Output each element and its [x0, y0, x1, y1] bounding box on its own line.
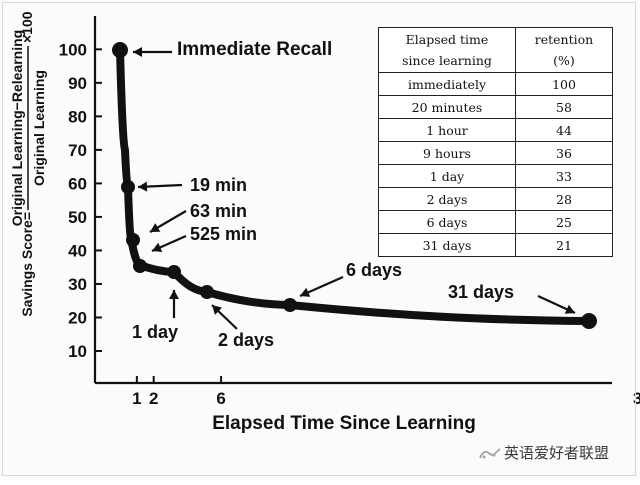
- annotation-arrowhead: [300, 287, 311, 297]
- data-point: [133, 259, 147, 273]
- table-cell-retention: 100: [515, 72, 613, 96]
- annotation-label: 6 days: [346, 260, 402, 280]
- y-axis-label: Original Learning−Relearning Original Le…: [9, 11, 47, 316]
- y-tick-label: 70: [68, 141, 87, 160]
- series-forgetting-curve: [112, 42, 597, 329]
- table-row: 1 day 33: [378, 164, 613, 188]
- y-axis-label-suffix: ×100: [19, 11, 35, 43]
- retention-table: Elapsed time since learning retention (%) …: [378, 27, 613, 257]
- table-header-retention-line: (%): [553, 53, 575, 68]
- x-tick-label: 6: [216, 389, 225, 408]
- x-tick-label: 2: [149, 389, 158, 408]
- data-point: [200, 285, 214, 299]
- x-tick-label: 31: [633, 389, 640, 408]
- table-cell-retention: 28: [515, 187, 613, 211]
- table-cell-retention: 44: [515, 118, 613, 142]
- table-row: 1 hour 44: [378, 118, 613, 142]
- table-cell-elapsed: 2 days: [378, 187, 516, 211]
- table-cell-retention: 25: [515, 210, 613, 234]
- annotations: Immediate Recall 19 min 63 min 525 min 1 day…: [132, 39, 576, 350]
- table-cell-elapsed: 6 days: [378, 210, 516, 234]
- annotation-label: 525 min: [190, 224, 257, 244]
- table-row: 6 days 25: [378, 210, 613, 234]
- table-header-retention: retention (%): [515, 27, 613, 73]
- y-ticks: 10 20 30 40 50 60 70 80 90 100: [59, 40, 102, 361]
- table-header-elapsed: Elapsed time since learning: [378, 27, 516, 73]
- data-point: [581, 313, 597, 329]
- annotation-label: 31 days: [448, 282, 514, 302]
- annotation-label: 2 days: [218, 330, 274, 350]
- annotation-arrowhead: [150, 223, 161, 232]
- table-row: 2 days 28: [378, 187, 613, 211]
- data-point: [121, 180, 135, 194]
- table-row: 31 days 21: [378, 233, 613, 257]
- annotation-arrowhead: [138, 181, 148, 192]
- x-axis-label: Elapsed Time Since Learning: [212, 413, 476, 434]
- y-tick-label: 60: [68, 174, 87, 193]
- series-line: [116, 46, 593, 325]
- data-point: [126, 233, 140, 247]
- annotation-label: Immediate Recall: [177, 39, 332, 60]
- table-cell-retention: 33: [515, 164, 613, 188]
- y-tick-label: 100: [59, 40, 87, 59]
- axes: [93, 16, 612, 385]
- annotation-arrowhead: [152, 242, 163, 252]
- data-point: [283, 298, 297, 312]
- y-tick-label: 30: [68, 275, 87, 294]
- watermark: 英语爱好者联盟: [478, 442, 609, 463]
- table-cell-elapsed: 20 minutes: [378, 95, 516, 119]
- table-header-elapsed-line: Elapsed time: [405, 32, 489, 47]
- y-tick-label: 80: [68, 107, 87, 126]
- wechat-logo-icon: [478, 446, 502, 462]
- annotation-label: 1 day: [132, 322, 178, 342]
- table-cell-elapsed: 1 day: [378, 164, 516, 188]
- y-axis-label-numerator: Original Learning−Relearning: [9, 30, 25, 226]
- table-cell-elapsed: immediately: [378, 72, 516, 96]
- table-cell-elapsed: 31 days: [378, 233, 516, 257]
- y-tick-label: 20: [68, 308, 87, 327]
- table-cell-elapsed: 1 hour: [378, 118, 516, 142]
- annotation-label: 19 min: [190, 175, 247, 195]
- table-row: 9 hours 36: [378, 141, 613, 165]
- y-axis-label-prefix: Savings Score=: [19, 212, 35, 317]
- table-cell-retention: 36: [515, 141, 613, 165]
- annotation-arrowhead: [133, 47, 142, 57]
- table-header-elapsed-line: since learning: [402, 53, 492, 68]
- y-tick-label: 90: [68, 74, 87, 93]
- annotation-label: 63 min: [190, 201, 247, 221]
- annotation-arrowhead: [169, 290, 179, 299]
- table-row: 20 minutes 58: [378, 95, 613, 119]
- data-point: [112, 42, 128, 58]
- annotation-arrowhead: [212, 305, 222, 315]
- y-axis-label-denominator: Original Learning: [31, 70, 47, 186]
- watermark-text: 英语爱好者联盟: [504, 444, 610, 462]
- annotation-arrowhead: [564, 304, 575, 314]
- table-row: immediately 100: [378, 72, 613, 96]
- x-tick-label: 1: [132, 389, 141, 408]
- table-header-retention-line: retention: [534, 32, 594, 47]
- table-header-row: Elapsed time since learning retention (%): [378, 27, 613, 73]
- x-ticks: 12 6 31: [132, 376, 640, 408]
- y-tick-label: 40: [68, 241, 87, 260]
- y-tick-label: 10: [68, 342, 87, 361]
- table-cell-retention: 21: [515, 233, 613, 257]
- y-tick-label: 50: [68, 208, 87, 227]
- data-point: [167, 265, 181, 279]
- table-cell-retention: 58: [515, 95, 613, 119]
- table-cell-elapsed: 9 hours: [378, 141, 516, 165]
